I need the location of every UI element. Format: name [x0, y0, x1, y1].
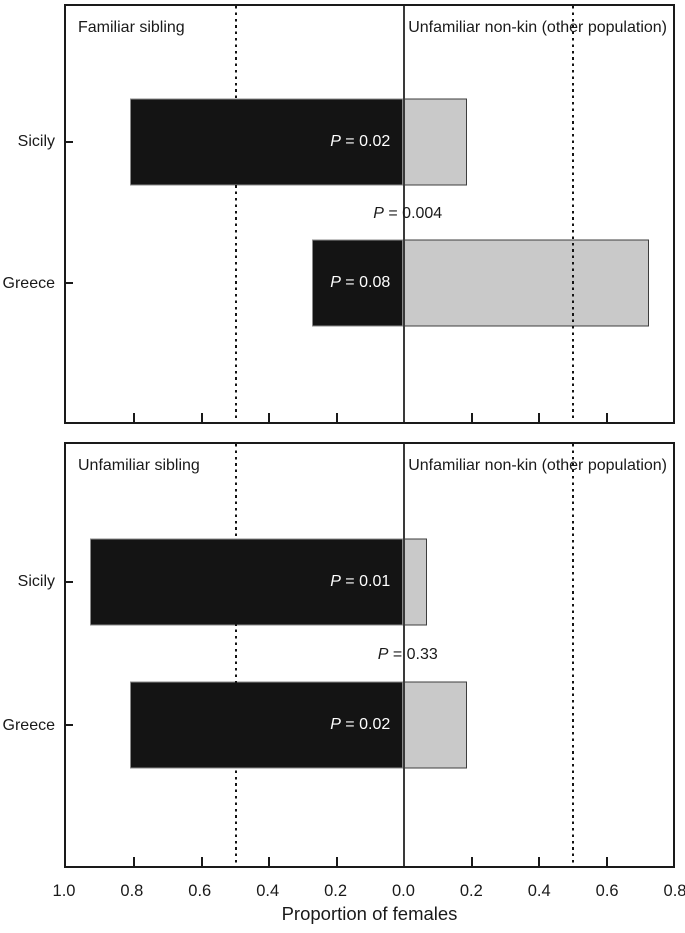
y-axis-tick: [66, 724, 73, 727]
x-axis-tick: [538, 857, 541, 866]
x-axis-tick-label: 0.4: [527, 882, 551, 900]
panel-left-header: Familiar sibling: [78, 19, 185, 36]
x-axis-tick: [335, 413, 338, 422]
bar-p-value-label: P = 0.02: [330, 716, 391, 734]
bar-sibling-side: [89, 538, 404, 626]
x-axis-tick: [335, 857, 338, 866]
bar-p-value-label: P = 0.02: [330, 133, 391, 151]
y-axis-tick: [66, 282, 73, 285]
bar-p-value-label: P = 0.01: [330, 573, 391, 591]
y-axis-tick: [66, 141, 73, 144]
panel-unfamiliar-sibling: Unfamiliar sibling Unfamiliar non-kin (ot…: [64, 442, 675, 868]
x-axis-tick-label: 0.8: [663, 882, 685, 900]
zero-reference-line: [403, 6, 406, 422]
dotted-reference-line-left: [234, 444, 237, 866]
bar-sibling-side: [130, 98, 404, 186]
bar-nonkin-side: [403, 538, 427, 626]
x-axis-tick-label: 0.2: [324, 882, 348, 900]
panel-right-header: Unfamiliar non-kin (other population): [408, 19, 667, 36]
bar-nonkin-side: [403, 681, 468, 769]
x-axis-tick: [268, 413, 271, 422]
x-axis-tick: [200, 857, 203, 866]
bar-sibling-side: [312, 239, 404, 327]
dotted-reference-line-left: [234, 6, 237, 422]
x-axis-tick-label: 0.4: [256, 882, 280, 900]
category-label: Greece: [2, 274, 55, 292]
bar-nonkin-side: [403, 98, 468, 186]
x-axis-title: Proportion of females: [281, 903, 458, 924]
category-label: Greece: [2, 716, 55, 734]
y-axis-tick: [66, 581, 73, 584]
x-axis-tick: [470, 857, 473, 866]
x-axis-tick: [133, 857, 136, 866]
x-axis-tick: [470, 413, 473, 422]
bar-nonkin-side: [403, 239, 650, 327]
x-axis-tick: [605, 413, 608, 422]
x-axis-tick: [200, 413, 203, 422]
x-axis-tick: [268, 857, 271, 866]
x-axis-tick-label: 1.0: [52, 882, 76, 900]
x-axis-tick-label: 0.2: [459, 882, 483, 900]
zero-reference-line: [403, 444, 406, 866]
x-axis-tick-label: 0.0: [391, 882, 415, 900]
x-axis-tick: [605, 857, 608, 866]
bar-sibling-side: [130, 681, 404, 769]
x-axis-tick: [133, 413, 136, 422]
center-p-value-label: P = 0.33: [377, 646, 438, 663]
center-p-value-label: P = 0.004: [373, 205, 443, 222]
panel-right-header: Unfamiliar non-kin (other population): [408, 457, 667, 474]
x-axis-tick-label: 0.8: [120, 882, 144, 900]
x-axis-tick: [538, 413, 541, 422]
category-label: Sicily: [17, 572, 55, 590]
panel-familiar-sibling: Familiar sibling Unfamiliar non-kin (othe…: [64, 4, 675, 424]
x-axis-tick-label: 0.6: [595, 882, 619, 900]
panel-left-header: Unfamiliar sibling: [78, 457, 200, 474]
bar-p-value-label: P = 0.08: [330, 274, 391, 292]
x-axis-tick-label: 0.6: [188, 882, 212, 900]
dotted-reference-line-right: [571, 6, 574, 422]
category-label: Sicily: [17, 132, 55, 150]
dotted-reference-line-right: [571, 444, 574, 866]
